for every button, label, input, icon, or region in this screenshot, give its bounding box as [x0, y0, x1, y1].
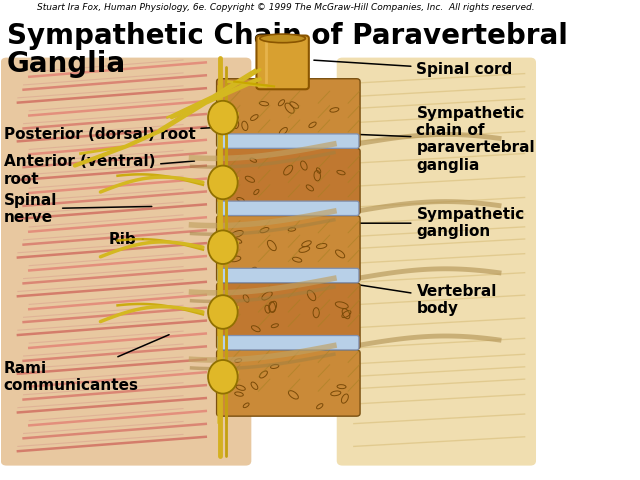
- Text: Stuart Ira Fox, Human Physiology, 6e. Copyright © 1999 The McGraw-Hill Companies: Stuart Ira Fox, Human Physiology, 6e. Co…: [36, 3, 534, 12]
- FancyBboxPatch shape: [216, 79, 360, 147]
- Text: Sympathetic
chain of
paravertebral
ganglia: Sympathetic chain of paravertebral gangl…: [360, 106, 535, 173]
- FancyBboxPatch shape: [218, 201, 359, 216]
- Text: Sympathetic Chain of Paravertebral: Sympathetic Chain of Paravertebral: [6, 22, 568, 49]
- Ellipse shape: [208, 101, 237, 134]
- FancyBboxPatch shape: [257, 36, 309, 89]
- Text: Rami
communicantes: Rami communicantes: [4, 335, 169, 393]
- FancyBboxPatch shape: [337, 58, 536, 466]
- Text: Rib: Rib: [109, 232, 143, 248]
- FancyBboxPatch shape: [1, 58, 252, 466]
- Text: Anterior (ventral)
root: Anterior (ventral) root: [4, 154, 195, 187]
- FancyBboxPatch shape: [216, 148, 360, 215]
- Text: Posterior (dorsal) root: Posterior (dorsal) root: [4, 127, 217, 142]
- Ellipse shape: [208, 360, 237, 394]
- FancyBboxPatch shape: [216, 216, 360, 282]
- FancyBboxPatch shape: [218, 134, 359, 148]
- Text: Sympathetic
ganglion: Sympathetic ganglion: [360, 207, 525, 240]
- FancyBboxPatch shape: [218, 336, 359, 350]
- Text: Spinal cord: Spinal cord: [314, 60, 513, 77]
- Ellipse shape: [208, 295, 237, 329]
- FancyBboxPatch shape: [216, 283, 360, 349]
- FancyBboxPatch shape: [218, 268, 359, 283]
- Ellipse shape: [208, 166, 237, 199]
- Text: Vertebral
body: Vertebral body: [351, 284, 497, 316]
- Text: Ganglia: Ganglia: [6, 50, 125, 78]
- Ellipse shape: [208, 230, 237, 264]
- Text: Spinal
nerve: Spinal nerve: [4, 192, 152, 225]
- FancyBboxPatch shape: [216, 350, 360, 416]
- Ellipse shape: [260, 34, 305, 43]
